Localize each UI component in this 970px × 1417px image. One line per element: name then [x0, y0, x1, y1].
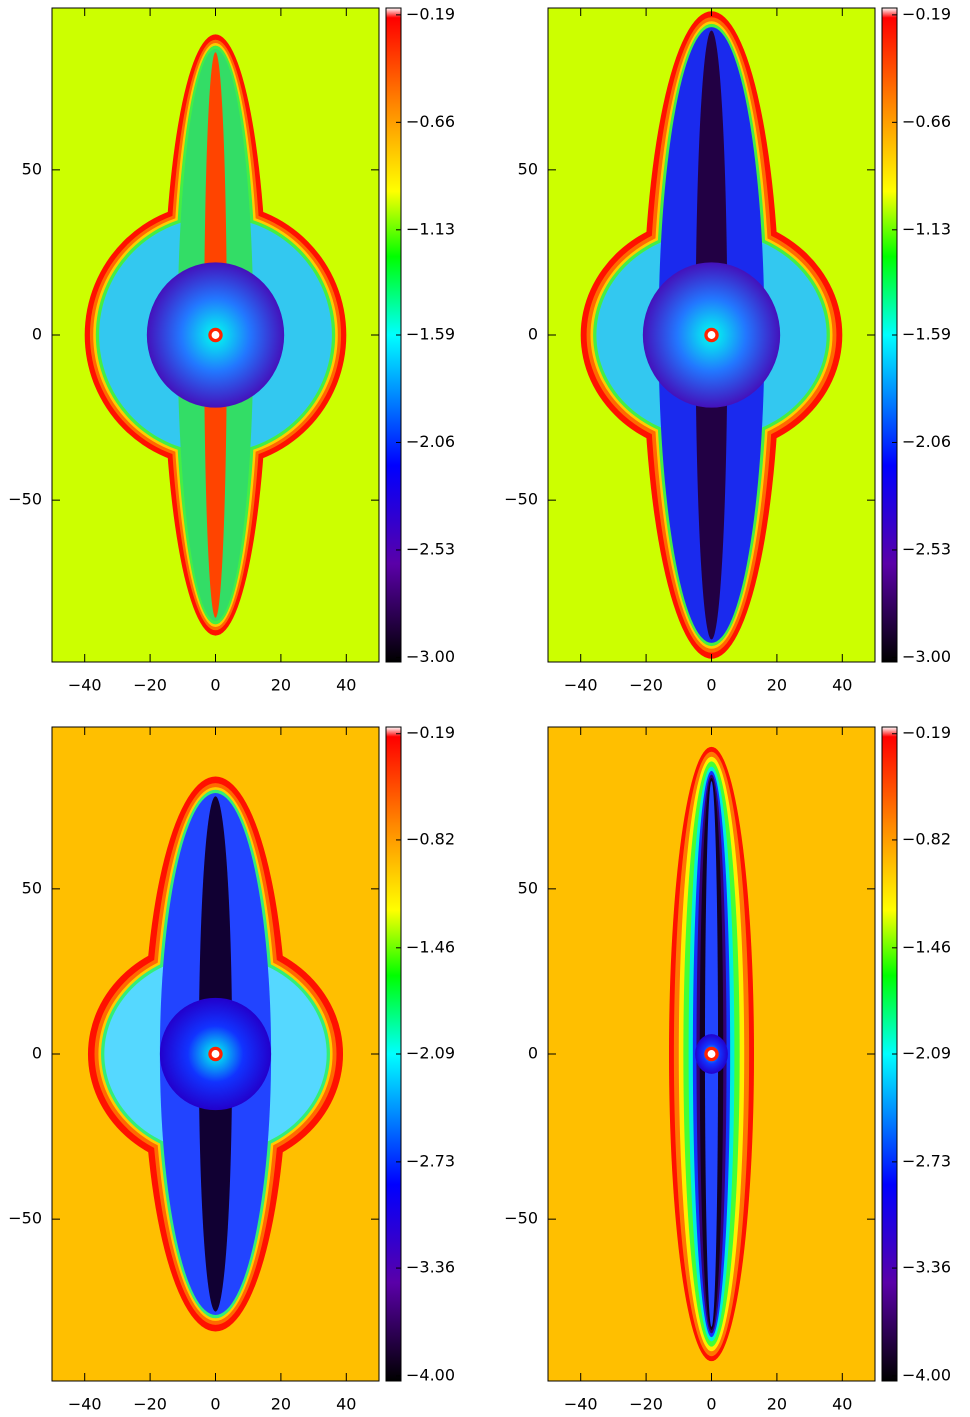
x-tick-label: 0 [706, 1395, 716, 1414]
y-tick-label: 0 [528, 1044, 538, 1063]
y-tick-label: 50 [22, 878, 42, 897]
x-tick-label: 40 [336, 676, 356, 695]
x-tick-label: 20 [767, 676, 787, 695]
colorbar-tick-label: −2.53 [902, 539, 951, 558]
colorbar-tick-label: −1.59 [902, 325, 951, 344]
x-tick-label: 20 [767, 1395, 787, 1414]
x-tick-label: −20 [133, 676, 167, 695]
colorbar-tick-label: −1.13 [406, 219, 455, 238]
x-tick-label: −40 [68, 676, 102, 695]
colorbar-tick-label: −1.59 [406, 325, 455, 344]
colorbar-tick-label: −2.06 [902, 432, 951, 451]
colorbar-tick-label: −3.36 [406, 1258, 455, 1277]
x-tick-label: 0 [210, 676, 220, 695]
colorbar-tick-label: −0.66 [406, 112, 455, 131]
y-tick-label: −50 [504, 1209, 538, 1228]
colorbar-tick-label: −4.00 [902, 1365, 951, 1384]
core-center [707, 1050, 716, 1058]
image [548, 727, 875, 1381]
image [52, 8, 379, 662]
x-tick-label: −40 [564, 1395, 598, 1414]
colorbar-tick-label: −1.13 [902, 219, 951, 238]
colorbar-tick-label: −0.19 [902, 723, 951, 742]
x-tick-label: −20 [133, 1395, 167, 1414]
y-tick-label: −50 [8, 1209, 42, 1228]
colorbar-tick-label: −2.09 [406, 1044, 455, 1063]
y-tick-label: 50 [518, 159, 538, 178]
colorbar-tick-label: −2.06 [406, 432, 455, 451]
panel: −40 −20 0 20 40 −50 0 50 −0.19 −0.66 −1.13 −1.59 −2.… [8, 4, 455, 694]
y-tick-label: 50 [518, 878, 538, 897]
colorbar-tick-label: −0.19 [406, 723, 455, 742]
colorbar-tick-label: −2.09 [902, 1044, 951, 1063]
colorbar-tick-label: −0.19 [902, 4, 951, 23]
x-tick-label: −20 [629, 1395, 663, 1414]
y-tick-label: −50 [8, 490, 42, 509]
x-tick-label: 40 [832, 1395, 852, 1414]
x-tick-label: 20 [271, 1395, 291, 1414]
core-center [707, 331, 716, 339]
x-tick-label: −40 [564, 676, 598, 695]
x-tick-label: −20 [629, 676, 663, 695]
colorbar-tick-label: −0.82 [902, 829, 951, 848]
colorbar-tick-label: −4.00 [406, 1365, 455, 1384]
image [52, 727, 379, 1381]
colorbar-tick-label: −3.00 [902, 647, 951, 666]
core-center [211, 331, 220, 339]
y-tick-label: 50 [22, 159, 42, 178]
y-tick-label: 0 [528, 325, 538, 344]
y-tick-label: 0 [32, 325, 42, 344]
core-center [211, 1050, 220, 1058]
colorbar-tick-label: −3.36 [902, 1258, 951, 1277]
colorbar-tick-label: −3.00 [406, 647, 455, 666]
x-tick-label: 40 [832, 676, 852, 695]
panel: −40 −20 0 20 40 −50 0 50 −0.19 −0.82 −1.46 −2.09 −2.… [8, 723, 455, 1413]
y-tick-label: 0 [32, 1044, 42, 1063]
colorbar-tick-label: −2.73 [406, 1151, 455, 1170]
colorbar-tick-label: −0.19 [406, 4, 455, 23]
image [548, 8, 875, 662]
x-tick-label: 40 [336, 1395, 356, 1414]
colorbar-tick-label: −1.46 [406, 937, 455, 956]
colorbar-tick-label: −2.53 [406, 539, 455, 558]
x-tick-label: −40 [68, 1395, 102, 1414]
panel: −40 −20 0 20 40 −50 0 50 −0.19 −0.66 −1.13 −1.59 −2.… [504, 4, 951, 694]
x-tick-label: 20 [271, 676, 291, 695]
colorbar-tick-label: −0.82 [406, 829, 455, 848]
x-tick-label: 0 [706, 676, 716, 695]
colorbar-tick-label: −2.73 [902, 1151, 951, 1170]
colorbar-tick-label: −1.46 [902, 937, 951, 956]
colorbar-tick-label: −0.66 [902, 112, 951, 131]
panel: −40 −20 0 20 40 −50 0 50 −0.19 −0.82 −1.46 −2.09 −2.… [504, 723, 951, 1413]
y-tick-label: −50 [504, 490, 538, 509]
x-tick-label: 0 [210, 1395, 220, 1414]
